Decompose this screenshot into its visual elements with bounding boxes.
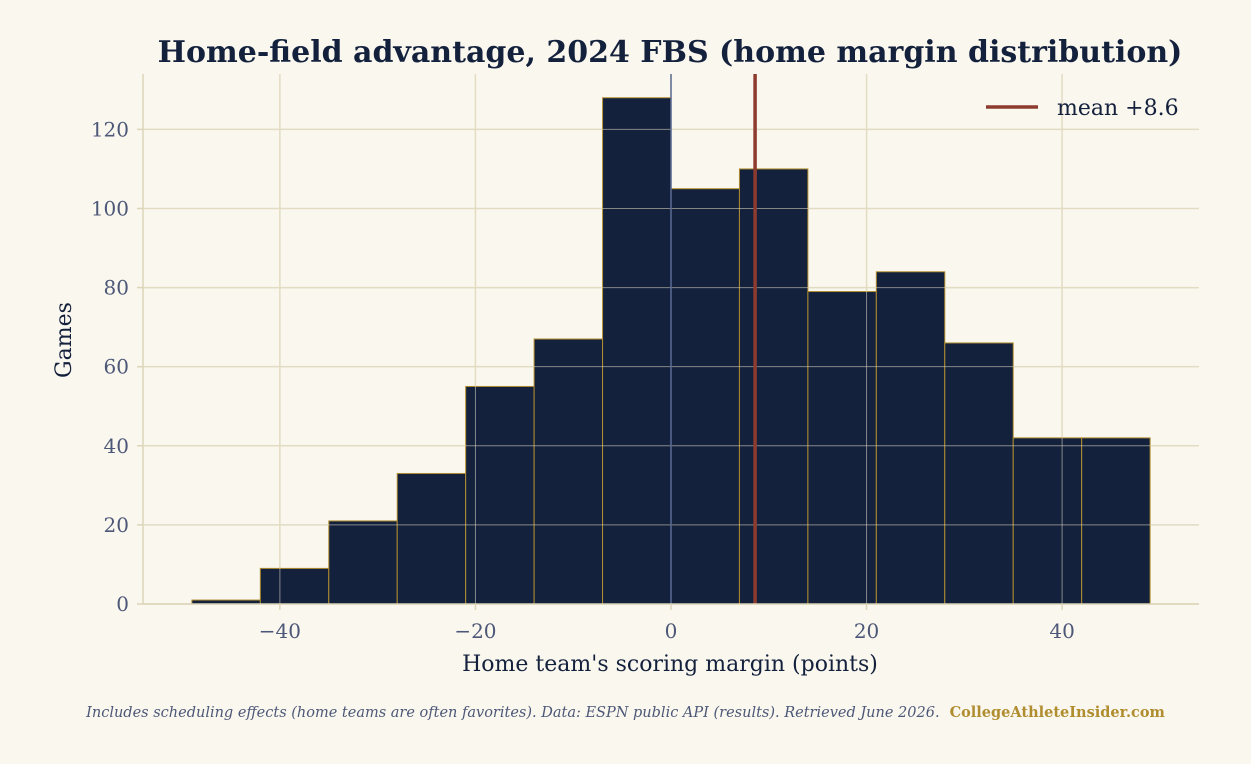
y-tick-label: 80	[104, 276, 129, 300]
axes-layer: 0 20 40 60 80 100 120 −40 −20 0 20 40	[91, 74, 1199, 643]
y-tick-label: 60	[104, 355, 129, 379]
legend-mean-label: mean +8.6	[1057, 96, 1179, 121]
histogram-bar	[944, 342, 1014, 605]
x-tick-label: 0	[665, 619, 678, 643]
y-tick-label: 20	[104, 513, 129, 537]
histogram-bar	[738, 168, 809, 605]
histogram-bar	[875, 271, 946, 605]
histogram-bar	[259, 567, 330, 605]
x-tick-label: 20	[854, 619, 879, 643]
histogram-bar	[807, 291, 877, 605]
histogram-bar	[465, 385, 535, 605]
footer: Includes scheduling effects (home teams …	[0, 704, 1251, 721]
histogram-bar	[1012, 437, 1083, 605]
histogram-bar	[602, 97, 672, 605]
footer-brand: CollegeAthleteInsider.com	[949, 704, 1165, 721]
chart-title: Home-field advantage, 2024 FBS (home mar…	[158, 35, 1183, 70]
histogram-bar	[328, 520, 398, 605]
bars-layer	[191, 97, 1151, 605]
y-axis-label: Games	[52, 302, 77, 378]
y-tick-label: 100	[91, 196, 129, 220]
histogram-bar	[1081, 437, 1151, 605]
histogram-bar	[533, 338, 604, 605]
x-tick-label: −40	[259, 619, 301, 643]
y-tick-label: 40	[104, 434, 129, 458]
x-tick-label: 40	[1049, 619, 1074, 643]
histogram-chart: 0 20 40 60 80 100 120 −40 −20 0 20 40 Home-field ad…	[52, 35, 1199, 677]
x-axis-label: Home team's scoring margin (points)	[462, 652, 878, 677]
histogram-bar	[396, 472, 467, 605]
legend: mean +8.6	[986, 96, 1179, 121]
x-tick-label: −20	[454, 619, 496, 643]
y-tick-label: 0	[116, 592, 129, 616]
histogram-bar	[670, 188, 740, 605]
y-tick-label: 120	[91, 117, 129, 141]
reference-lines-layer	[143, 74, 1199, 605]
footer-note: Includes scheduling effects (home teams …	[86, 705, 940, 721]
